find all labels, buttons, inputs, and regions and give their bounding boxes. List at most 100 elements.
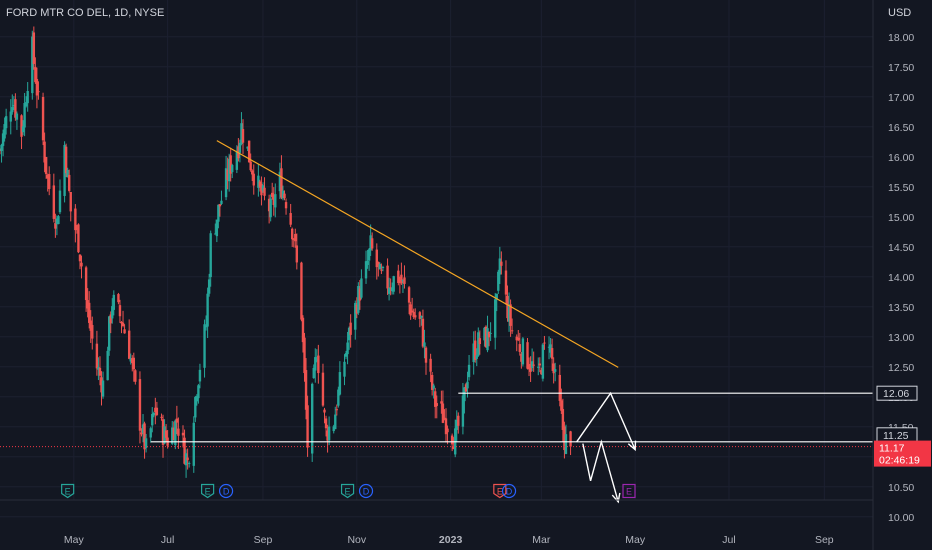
y-tick-label: 15.00: [888, 212, 914, 224]
candle-body: [381, 267, 385, 269]
candle-body: [304, 370, 308, 410]
candle-body: [400, 274, 403, 284]
candle-body: [553, 369, 557, 372]
bounce-path: [576, 391, 636, 450]
candle-body: [429, 358, 432, 372]
candle-body: [527, 364, 531, 370]
dividend-icon: [501, 483, 517, 499]
candle-body: [252, 173, 255, 186]
candle-body: [26, 91, 29, 104]
candle-body: [310, 383, 314, 454]
y-tick-label: 13.00: [888, 332, 914, 344]
candle-body: [131, 358, 134, 364]
earnings-icon: [622, 483, 636, 499]
candle-body: [278, 171, 282, 192]
candle-body: [58, 190, 62, 213]
candle-body: [291, 228, 294, 240]
event-label: E: [65, 487, 71, 497]
candle-body: [440, 401, 443, 404]
y-tick-label: 12.50: [888, 362, 914, 374]
candle-body: [206, 293, 209, 327]
candle-body: [64, 146, 68, 174]
earnings-icon: [493, 483, 507, 499]
candle-body: [478, 338, 482, 344]
candle-body: [263, 187, 266, 196]
candle-body: [258, 181, 262, 188]
candle-body: [500, 261, 503, 266]
candle-body: [410, 310, 414, 313]
candle-body: [306, 405, 309, 448]
candle-body: [457, 415, 460, 426]
candle-body: [160, 416, 163, 418]
candle-body: [144, 438, 148, 449]
candle-body: [177, 428, 180, 436]
candle-body: [284, 202, 288, 209]
candle-body: [444, 418, 448, 435]
candle-body: [378, 263, 382, 270]
candle-body: [138, 379, 142, 431]
candle-body: [74, 208, 77, 231]
y-tick-label: 17.00: [888, 92, 914, 104]
x-tick-label: Jul: [722, 534, 735, 546]
candle-body: [121, 322, 125, 326]
x-tick-label: Sep: [254, 534, 273, 546]
last-price-label: 11.17: [879, 443, 905, 455]
x-tick-label: Nov: [347, 534, 366, 546]
candle-body: [9, 111, 12, 122]
candle-body: [321, 372, 325, 406]
support-price-label: 11.25: [883, 430, 909, 442]
candle-body: [261, 185, 265, 191]
candle-body: [543, 342, 546, 344]
candle-body: [532, 364, 535, 366]
candle-body: [390, 287, 394, 292]
candle-body: [84, 267, 88, 301]
y-tick-label: 16.50: [888, 122, 914, 134]
candle-body: [430, 374, 434, 390]
candle-body: [434, 391, 437, 407]
candle-body: [432, 385, 435, 389]
candle-body: [54, 223, 57, 229]
candle-body: [97, 367, 100, 370]
candle-body: [530, 361, 534, 368]
candle-body: [377, 261, 380, 266]
candle-body: [538, 363, 542, 366]
earnings-icon: [201, 483, 215, 499]
candle-body: [515, 336, 518, 341]
candle-body: [398, 280, 402, 282]
candle-body: [380, 269, 383, 271]
candle-body: [192, 422, 195, 466]
candle-body: [149, 428, 152, 438]
candle-body: [495, 293, 498, 300]
candle-body: [358, 288, 362, 301]
candle-body: [163, 426, 166, 444]
x-tick-label: Mar: [532, 534, 551, 546]
candle-body: [101, 380, 105, 397]
candle-body: [217, 204, 220, 222]
candle-body: [375, 249, 378, 268]
last-price-label-box: [874, 440, 931, 467]
breakdown-path: [582, 439, 619, 502]
candle-body: [346, 342, 349, 355]
candle-body: [550, 348, 554, 359]
candle-body: [100, 377, 103, 393]
chart-title: FORD MTR CO DEL, 1D, NYSE: [6, 7, 164, 19]
candle-body: [295, 245, 299, 263]
candle-body: [315, 359, 319, 361]
candle-body: [117, 294, 120, 303]
candle-body: [247, 140, 251, 163]
candle-body: [4, 116, 8, 129]
candle-body: [561, 409, 565, 430]
candle-body: [15, 113, 19, 120]
candle-body: [98, 367, 102, 376]
candle-body: [421, 318, 425, 347]
candle-body: [303, 337, 306, 374]
candle-body: [494, 299, 497, 338]
candle-body: [80, 262, 83, 267]
candle-body: [134, 370, 137, 382]
candle-body: [171, 427, 174, 444]
candle-body: [517, 337, 520, 341]
time-axis[interactable]: May Jul Sep Nov 2023 Mar May Jul Sep: [64, 534, 834, 546]
candle-body: [521, 338, 525, 365]
candle-body: [558, 374, 562, 401]
